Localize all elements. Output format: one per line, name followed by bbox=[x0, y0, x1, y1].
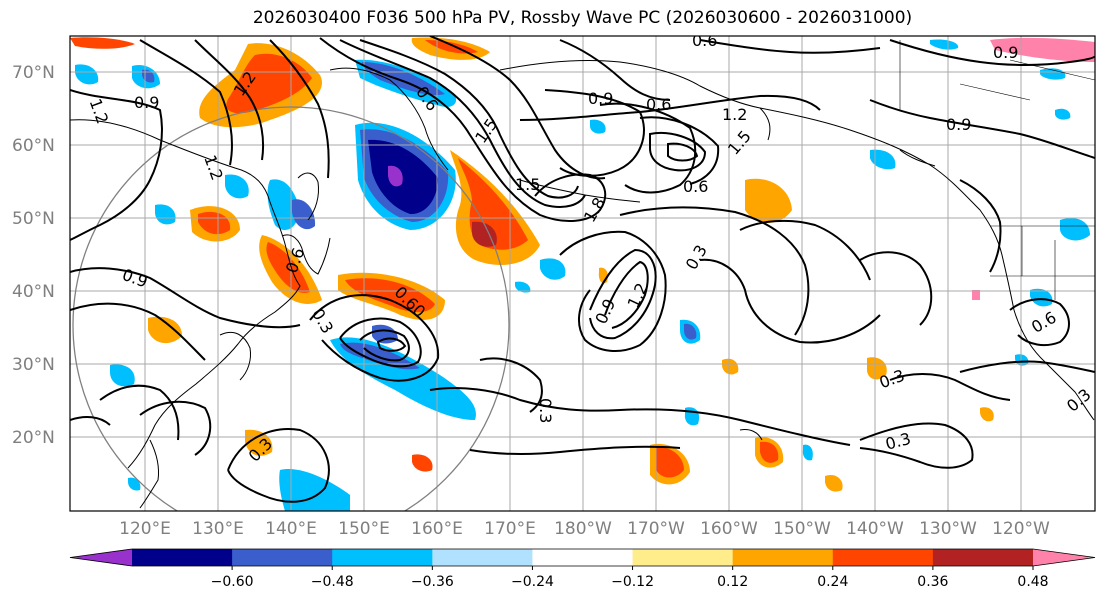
colorbar-tick-label: −0.12 bbox=[611, 574, 654, 590]
colorbar-outline bbox=[69, 548, 1096, 567]
colorbar-tick-label: 0.48 bbox=[1017, 574, 1048, 590]
lon-label: 160°W bbox=[700, 519, 758, 539]
lon-label: 150°W bbox=[773, 519, 831, 539]
pv-contours bbox=[70, 36, 1095, 503]
contour-label: 0.9 bbox=[134, 93, 159, 112]
colorbar-segment bbox=[1033, 549, 1095, 566]
contour-label: 0.9 bbox=[946, 115, 971, 134]
colorbar-tick-label: 0.24 bbox=[817, 574, 848, 590]
lon-label: 130°W bbox=[919, 519, 977, 539]
colorbar-segment bbox=[632, 549, 734, 566]
colorbar-segment bbox=[432, 549, 533, 566]
colorbar-tick-label: 0.36 bbox=[917, 574, 948, 590]
lon-label: 130°E bbox=[192, 519, 244, 539]
lon-label: 120°W bbox=[992, 519, 1050, 539]
lat-label: 40°N bbox=[12, 282, 55, 302]
colorbar-segment bbox=[132, 549, 233, 566]
lon-label: 160°E bbox=[411, 519, 463, 539]
colorbar-segment bbox=[70, 549, 132, 566]
colorbar-segment bbox=[732, 549, 834, 566]
colorbar-tick-label: −0.24 bbox=[511, 574, 554, 590]
graticule bbox=[70, 36, 1095, 511]
colorbar-segment bbox=[932, 549, 1034, 566]
colorbar-segment bbox=[532, 549, 634, 566]
contour-label: 0.9 bbox=[588, 89, 613, 108]
contour-label: 0.6 bbox=[646, 95, 671, 114]
colorbar: −0.60 −0.48 −0.36 −0.24 −0.12 0.12 0.24 0.36 0.4… bbox=[69, 548, 1096, 590]
lat-label: 70°N bbox=[12, 63, 55, 83]
lat-label: 60°N bbox=[12, 136, 55, 156]
colorbar-segment bbox=[832, 549, 934, 566]
colorbar-tick-label: −0.48 bbox=[311, 574, 354, 590]
contour-label: 1.2 bbox=[722, 105, 747, 124]
colorbar-tick-label: 0.12 bbox=[717, 574, 748, 590]
colorbar-segment bbox=[232, 549, 333, 566]
contour-label: 1.5 bbox=[515, 175, 540, 194]
lon-label: 140°W bbox=[846, 519, 904, 539]
contour-label: 0.6 bbox=[692, 31, 717, 50]
contour-label: 0.9 bbox=[993, 43, 1018, 62]
lon-label: 140°E bbox=[265, 519, 317, 539]
lon-label: 120°E bbox=[119, 519, 171, 539]
longitude-labels: 120°E 130°E 140°E 150°E 160°E 170°E 180°… bbox=[119, 519, 1050, 539]
lat-label: 50°N bbox=[12, 209, 55, 229]
map-frame bbox=[69, 35, 1096, 512]
lat-label: 20°N bbox=[12, 428, 55, 448]
lon-label: 170°W bbox=[627, 519, 685, 539]
colorbar-segment bbox=[332, 549, 433, 566]
borders bbox=[899, 40, 1095, 300]
contour-label: 0.6 bbox=[683, 177, 708, 196]
range-ring bbox=[72, 106, 510, 511]
colorbar-tick-label: −0.36 bbox=[411, 574, 454, 590]
lon-label: 170°E bbox=[484, 519, 536, 539]
map-title: 2026030400 F036 500 hPa PV, Rossby Wave … bbox=[252, 8, 913, 28]
lon-label: 180°W bbox=[554, 519, 612, 539]
colorbar-tick-label: −0.60 bbox=[211, 574, 254, 590]
lon-label: 150°E bbox=[338, 519, 390, 539]
contour-label: 0.3 bbox=[536, 398, 555, 423]
lat-label: 30°N bbox=[12, 355, 55, 375]
latitude-labels: 70°N 60°N 50°N 40°N 30°N 20°N bbox=[12, 63, 55, 448]
